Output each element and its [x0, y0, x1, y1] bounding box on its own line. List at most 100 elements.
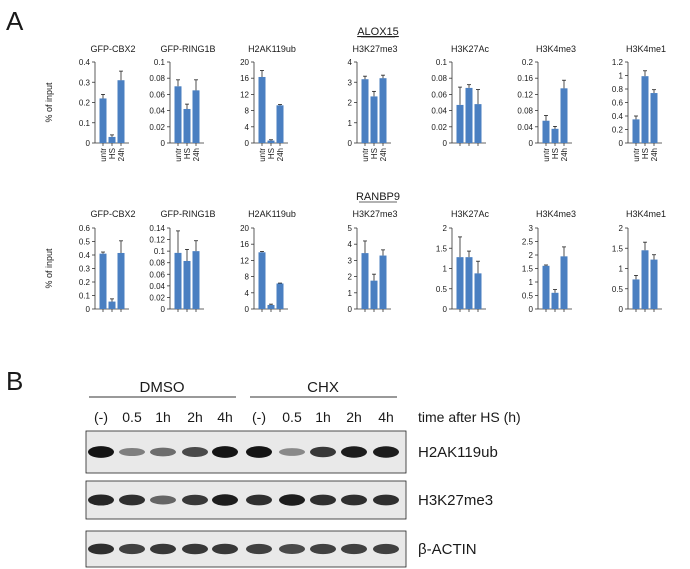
- y-tick-label: 0.1: [436, 58, 448, 67]
- bar-chart-alox15-h3k4me3: H3K4me3 0 0.04 0.08 0.12 0.16 0.2 untr HS 24h: [517, 44, 576, 162]
- y-tick-label: 1.5: [522, 265, 534, 274]
- y-tick-label: 0.4: [79, 251, 91, 260]
- y-tick-label: 0.02: [431, 123, 447, 132]
- chart-title: GFP-RING1B: [160, 44, 215, 54]
- x-tick-label: HS: [183, 148, 192, 159]
- x-tick-label: 24h: [560, 148, 569, 161]
- y-tick-label: 16: [240, 240, 249, 249]
- y-tick-label: 3: [529, 224, 534, 233]
- chart-title: H3K27me3: [352, 209, 397, 219]
- blot-strip-h3k27me3: H3K27me3: [85, 480, 493, 520]
- y-tick-label: 0.04: [149, 107, 165, 116]
- x-tick-label: 24h: [117, 148, 126, 161]
- panel-b-label: B: [6, 366, 23, 396]
- y-tick-label: 0.02: [149, 293, 165, 302]
- chart-title: H2AK119ub: [248, 209, 296, 219]
- band: [182, 447, 208, 457]
- band: [279, 544, 305, 554]
- band-label: H2AK119ub: [418, 444, 498, 461]
- band: [88, 543, 114, 555]
- y-tick-label: 0.5: [436, 285, 448, 294]
- y-tick-label: 1.5: [436, 244, 448, 253]
- y-axis-label: % of input: [44, 248, 54, 289]
- y-tick-label: 1: [619, 265, 624, 274]
- x-tick-label: untr: [258, 148, 267, 162]
- chart-title: H3K27Ac: [451, 44, 490, 54]
- bar-hs: [465, 87, 473, 143]
- y-tick-label: 0.1: [154, 58, 166, 67]
- band: [279, 448, 305, 456]
- x-tick-label: HS: [551, 148, 560, 159]
- y-tick-label: 2: [348, 99, 353, 108]
- y-tick-label: 8: [245, 107, 250, 116]
- bar-untr: [99, 98, 107, 143]
- y-tick-label: 0: [443, 305, 448, 314]
- lane-label: 1h: [315, 409, 331, 425]
- bar-untr: [258, 252, 266, 309]
- bar-chart-alox15-h3k4me1: H3K4me1 0 0.2 0.4 0.6 0.8 1 1.2 untr HS 24h: [612, 44, 666, 162]
- bar-chart-alox15-h3k27me3: H3K27me3 0 1 2 3 4 untr HS 24h: [348, 44, 398, 162]
- y-tick-label: 0.8: [612, 85, 624, 94]
- bar-untr: [632, 119, 640, 143]
- y-tick-label: 0.2: [79, 278, 91, 287]
- y-tick-label: 0: [619, 305, 624, 314]
- y-tick-label: 0: [245, 305, 250, 314]
- y-tick-label: 12: [240, 90, 249, 99]
- y-tick-label: 0.06: [149, 90, 165, 99]
- bar-chart-ranbp9-h3k27me3: H3K27me3 0 1 2 3 4 5: [348, 209, 398, 314]
- bar-24h: [474, 273, 482, 309]
- y-tick-label: 1.2: [612, 58, 624, 67]
- bar-untr: [361, 79, 369, 143]
- chart-title: H3K4me1: [626, 209, 666, 219]
- y-tick-label: 20: [240, 224, 249, 233]
- y-tick-label: 0.5: [612, 285, 624, 294]
- chart-title: GFP-CBX2: [90, 209, 135, 219]
- y-tick-label: 0.08: [149, 74, 165, 83]
- band: [341, 446, 367, 458]
- bar-hs: [641, 76, 649, 143]
- y-tick-label: 20: [240, 58, 249, 67]
- band-label: H3K27me3: [418, 492, 493, 509]
- y-tick-label: 0.14: [149, 224, 165, 233]
- group-label-chx: CHX: [307, 379, 339, 396]
- x-tick-label: untr: [361, 148, 370, 162]
- bar-hs: [267, 304, 275, 309]
- y-tick-label: 1: [348, 289, 353, 298]
- y-tick-label: 16: [240, 74, 249, 83]
- band: [310, 446, 336, 458]
- bar-hs: [108, 136, 116, 143]
- bar-24h: [117, 252, 125, 309]
- bar-hs: [370, 96, 378, 143]
- band: [119, 447, 145, 457]
- blot-strip-actin: β-ACTIN: [85, 530, 477, 568]
- bar-untr: [456, 104, 464, 143]
- y-tick-label: 0: [86, 139, 91, 148]
- band: [119, 543, 145, 555]
- y-tick-label: 0: [245, 139, 250, 148]
- bar-untr: [456, 257, 464, 309]
- bar-24h: [276, 283, 284, 309]
- band: [246, 446, 272, 458]
- y-tick-label: 0.08: [517, 107, 533, 116]
- x-tick-label: 24h: [650, 148, 659, 161]
- y-tick-label: 0.08: [431, 74, 447, 83]
- y-tick-label: 0.08: [149, 259, 165, 268]
- y-tick-label: 0.16: [517, 74, 533, 83]
- y-tick-label: 0.4: [79, 58, 91, 67]
- y-tick-label: 0: [161, 305, 166, 314]
- lane-label: 2h: [346, 409, 362, 425]
- chart-title: H3K4me3: [536, 209, 576, 219]
- y-tick-label: 0.1: [79, 292, 91, 301]
- bar-hs: [267, 140, 275, 143]
- chart-title: GFP-RING1B: [160, 209, 215, 219]
- y-tick-label: 0: [161, 139, 166, 148]
- lane-label: (-): [252, 409, 266, 425]
- y-tick-label: 0: [443, 139, 448, 148]
- y-tick-label: 0.1: [79, 119, 91, 128]
- x-tick-label: HS: [641, 148, 650, 159]
- bar-chart-ranbp9-h2ak119ub: H2AK119ub 0 4 8 12 16 20: [240, 209, 296, 314]
- band: [246, 543, 272, 555]
- bar-chart-alox15-gfp-ring1b: GFP-RING1B 0 0.02 0.04 0.06 0.08 0.1 untr HS 24h: [149, 44, 215, 162]
- x-tick-label: 24h: [276, 148, 285, 161]
- x-tick-label: 24h: [379, 148, 388, 161]
